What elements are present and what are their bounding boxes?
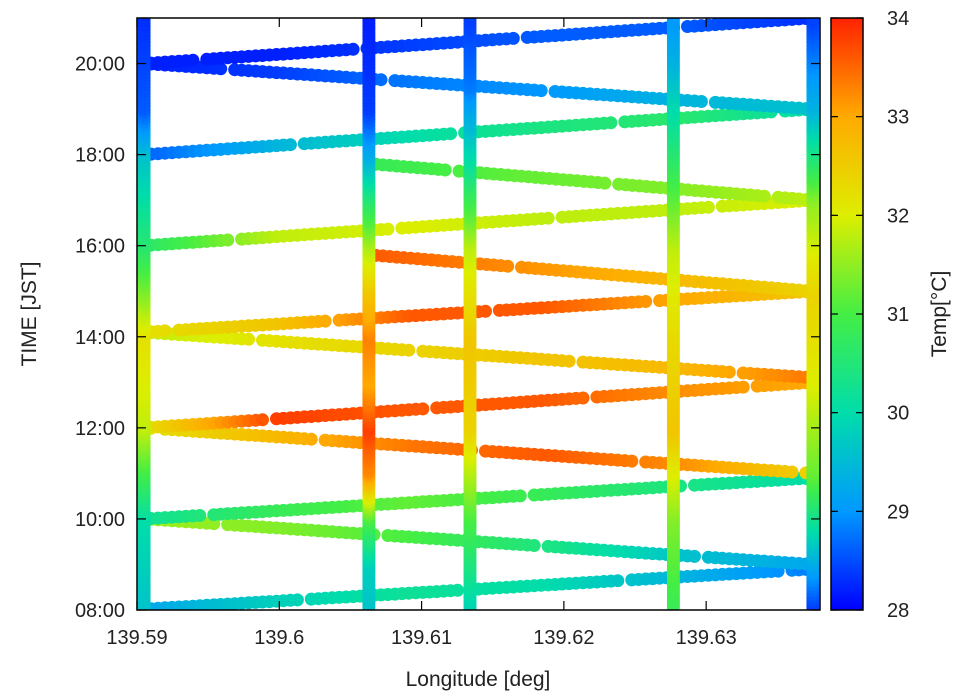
transect-point: [381, 529, 395, 542]
y-tick-label: 10:00: [75, 509, 125, 531]
y-tick-label: 18:00: [75, 145, 125, 167]
y-axis-ticks: 08:00 10:00 12:00 14:00 16:00 18:00 20:00: [75, 54, 820, 622]
transect-point: [541, 211, 555, 225]
transect-point: [221, 518, 235, 532]
transect-point: [576, 391, 590, 405]
transect-point: [701, 200, 715, 214]
transect-point: [444, 127, 458, 141]
transect-point: [228, 63, 242, 77]
x-tick-label: 139.61: [391, 627, 452, 649]
data-points: [137, 18, 820, 610]
colorbar-tick-label: 29: [887, 501, 909, 523]
station-point: [666, 18, 680, 27]
transect-point: [479, 304, 492, 318]
x-tick-label: 139.62: [533, 627, 594, 649]
x-tick-label: 139.59: [106, 627, 167, 649]
y-tick-label: 16:00: [75, 236, 125, 258]
transect-point: [701, 550, 715, 564]
plot-frame: [136, 17, 821, 611]
x-tick-label: 139.6: [254, 627, 304, 649]
y-axis-title: TIME [JST]: [18, 262, 41, 367]
colorbar-tick-label: 31: [887, 304, 909, 326]
y-tick-label: 08:00: [75, 600, 125, 622]
transect-point: [515, 260, 528, 274]
transect-point: [451, 583, 465, 597]
transect-point: [479, 444, 492, 458]
transect-point: [639, 295, 653, 308]
transect-point: [736, 366, 750, 380]
transect-point: [548, 85, 562, 98]
transect-point: [221, 233, 235, 247]
colorbar-ticks: 28 29 30 31 32 33 34: [831, 8, 909, 622]
x-axis-title: Longitude [deg]: [406, 668, 551, 691]
transect-point: [708, 95, 722, 109]
station-point: [463, 18, 477, 27]
transect-point: [513, 489, 527, 503]
transect-point: [604, 116, 618, 130]
transect-point: [416, 344, 430, 358]
transect-point: [346, 42, 360, 56]
station-point: [806, 18, 820, 27]
x-tick-label: 139.63: [676, 627, 737, 649]
transect-point: [452, 164, 466, 178]
transect-point: [290, 593, 304, 607]
transect-point: [611, 574, 625, 588]
y-tick-label: 12:00: [75, 418, 125, 440]
transect-point: [193, 509, 207, 522]
colorbar-tick-label: 30: [887, 403, 909, 425]
transect-point: [256, 333, 269, 347]
transect-point: [416, 402, 430, 416]
station-point: [362, 18, 376, 27]
y-tick-label: 14:00: [75, 327, 125, 349]
transect-point: [639, 455, 653, 469]
colorbar-tick-label: 33: [887, 107, 909, 129]
transect-point: [736, 380, 750, 394]
colorbar-title: Temp[°C]: [928, 271, 951, 358]
colorbar-tick-label: 32: [887, 205, 909, 227]
transect-point: [506, 31, 520, 45]
transect-point: [186, 53, 200, 67]
transect-point: [256, 413, 269, 427]
transect-point: [318, 314, 332, 328]
transect-point: [576, 355, 590, 369]
transect-point: [771, 190, 785, 204]
transect-point: [612, 177, 626, 191]
colorbar-tick-label: 28: [887, 600, 909, 622]
y-tick-label: 20:00: [75, 54, 125, 76]
transect-point: [541, 539, 555, 553]
x-axis-ticks: 139.59 139.6 139.61 139.62 139.63: [106, 18, 737, 649]
transect-point: [318, 433, 332, 447]
transect-point: [158, 324, 172, 338]
transect-point: [283, 138, 297, 152]
colorbar-tick-label: 34: [887, 8, 909, 30]
transect-point: [388, 74, 402, 88]
transect-point: [381, 222, 395, 236]
station-point: [137, 18, 151, 27]
